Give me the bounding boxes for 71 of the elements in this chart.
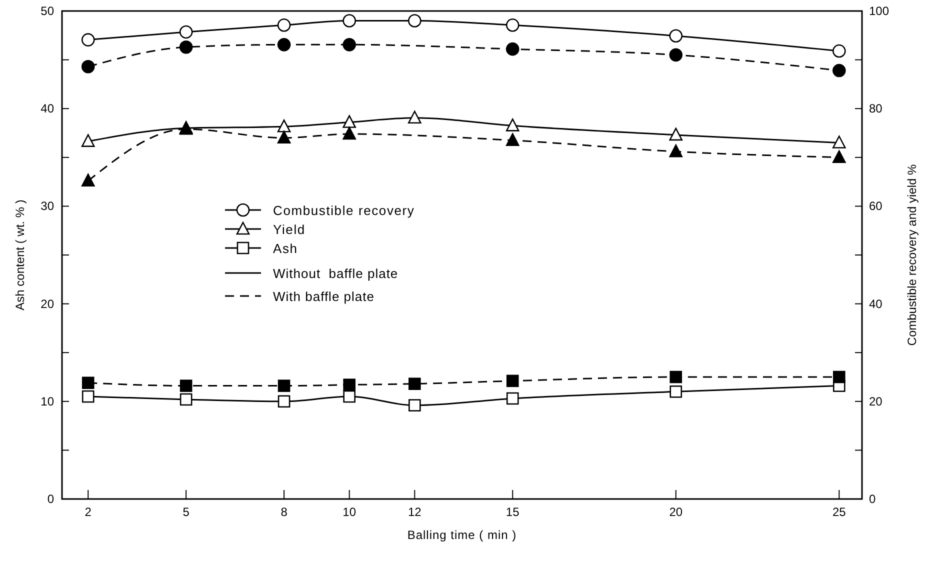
point xyxy=(277,38,291,52)
point xyxy=(342,115,356,128)
y-tick-label: 0 xyxy=(47,492,54,506)
y-tick-label: 30 xyxy=(40,199,54,214)
point xyxy=(82,376,94,390)
point xyxy=(506,374,519,388)
point xyxy=(342,14,356,28)
y-tick-label: 20 xyxy=(40,296,54,311)
x-tick-label: 15 xyxy=(506,505,520,519)
point xyxy=(408,378,421,390)
point xyxy=(832,64,846,78)
point xyxy=(669,144,683,158)
point xyxy=(832,150,846,164)
point xyxy=(343,390,356,403)
y2-tick-label: 20 xyxy=(869,394,883,408)
point xyxy=(180,380,192,392)
point xyxy=(832,44,846,58)
point xyxy=(408,110,422,124)
point xyxy=(408,14,422,28)
annotation: With baffle plate xyxy=(273,289,374,304)
y-tick-label: 40 xyxy=(40,102,54,116)
x-tick-label: 25 xyxy=(832,505,846,519)
point xyxy=(179,25,193,39)
point xyxy=(832,370,846,384)
y-tick-label: 10 xyxy=(40,394,54,408)
y2-tick-label: 80 xyxy=(869,102,883,116)
legend-label: Yield xyxy=(273,222,306,237)
point xyxy=(408,399,421,412)
point xyxy=(669,128,683,141)
y-axis-title: Ash content ( wt. % ) xyxy=(13,200,27,310)
point xyxy=(832,136,846,148)
point xyxy=(343,378,356,391)
y2-tick-label: 60 xyxy=(869,199,883,214)
point xyxy=(81,174,95,186)
x-tick-label: 5 xyxy=(182,505,190,519)
y2-tick-label: 0 xyxy=(869,492,876,506)
point xyxy=(179,40,193,54)
point xyxy=(506,42,520,56)
point xyxy=(278,395,290,408)
point xyxy=(81,134,95,147)
point xyxy=(277,18,291,32)
x-tick-label: 20 xyxy=(669,505,683,519)
x-tick-label: 10 xyxy=(342,505,356,519)
point xyxy=(82,390,94,403)
point xyxy=(277,130,291,144)
point xyxy=(342,126,356,140)
annotation: Without baffle plate xyxy=(273,266,398,281)
point xyxy=(506,392,519,405)
x-tick-label: 2 xyxy=(84,505,92,519)
point xyxy=(506,18,520,32)
point xyxy=(81,33,95,46)
point xyxy=(670,385,682,398)
point xyxy=(180,393,192,406)
x-tick-label: 8 xyxy=(280,505,288,519)
y2-tick-label: 100 xyxy=(869,4,890,18)
point xyxy=(342,38,356,52)
point xyxy=(506,133,520,146)
point xyxy=(277,120,291,132)
x-axis-title: Balling time ( min ) xyxy=(407,528,517,542)
y-tick-label: 50 xyxy=(40,4,54,18)
legend-label: Ash xyxy=(273,241,298,256)
point xyxy=(670,370,682,384)
point xyxy=(81,60,95,74)
y2-tick-label: 40 xyxy=(869,296,883,311)
x-tick-label: 12 xyxy=(408,505,422,519)
legend-label: Combustible recovery xyxy=(273,203,415,218)
y2-axis-title: Combustible recovery and yield % xyxy=(905,164,919,346)
point xyxy=(669,29,683,43)
point xyxy=(506,118,520,132)
point xyxy=(669,48,683,62)
point xyxy=(278,380,290,392)
